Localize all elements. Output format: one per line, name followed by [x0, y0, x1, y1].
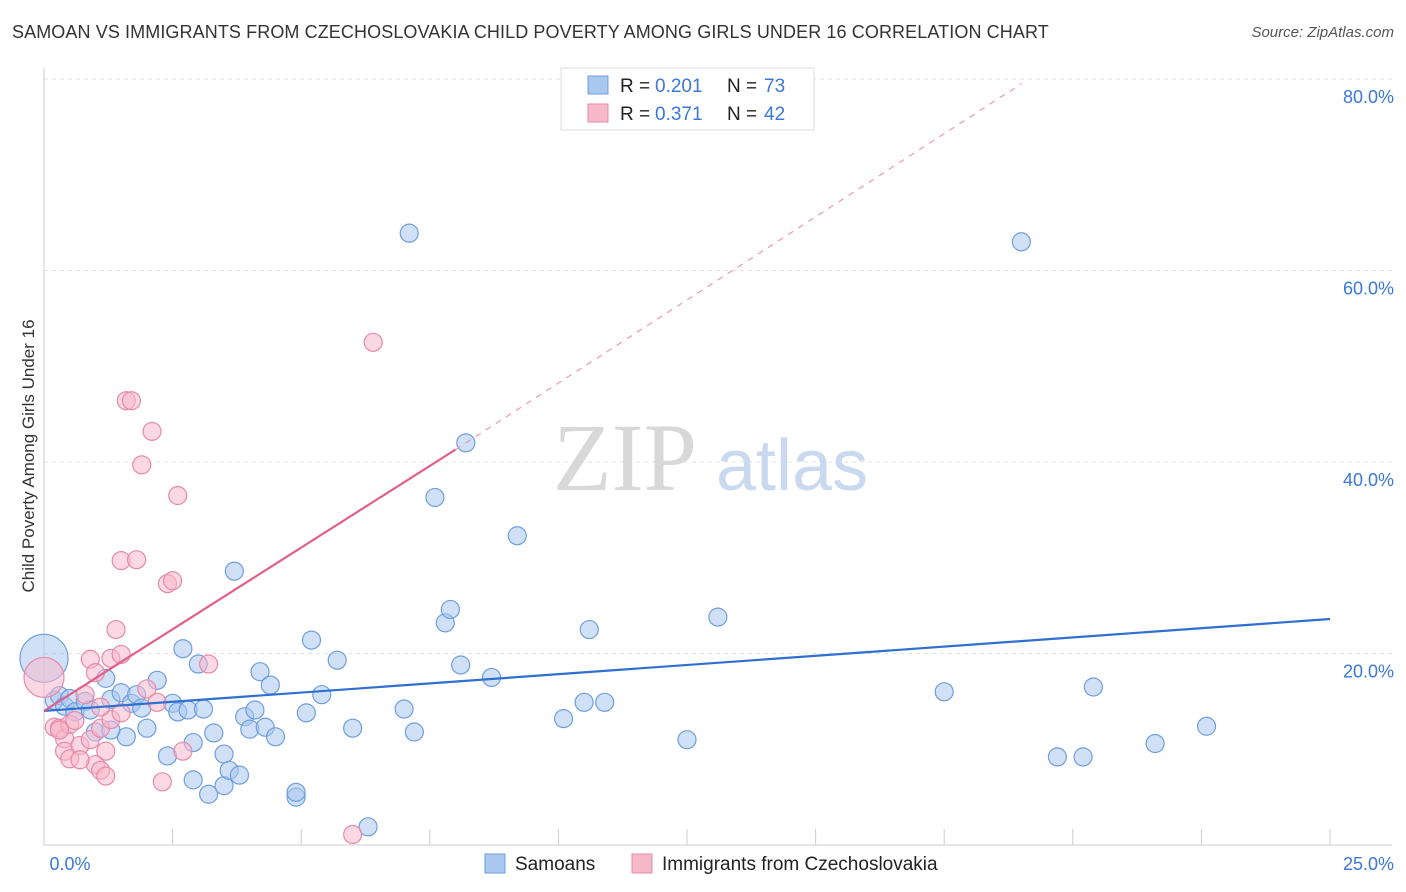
legend-r-value-1: 0.201: [655, 76, 703, 97]
legend-r-label-1: R =: [620, 76, 650, 97]
y-tick-label-40: 40.0%: [1343, 470, 1394, 490]
legend-swatch-samoans: [587, 75, 609, 95]
y-tick-label-60: 60.0%: [1343, 279, 1394, 299]
czechoslovakia-point: [96, 741, 116, 761]
czechoslovakia-point: [343, 824, 363, 845]
czechoslovakia-point: [163, 571, 183, 591]
samoan-point: [286, 782, 306, 802]
czechoslovakia-trend-extension: [455, 83, 1022, 451]
samoan-point: [1073, 747, 1093, 767]
samoan-point: [260, 675, 280, 695]
czechoslovakia-point: [142, 421, 162, 441]
bottom-legend-label-czechoslovakia: Immigrants from Czechoslovakia: [662, 854, 938, 875]
y-tick-label-20: 20.0%: [1343, 662, 1394, 682]
samoan-point: [173, 639, 193, 659]
legend-r-value-2: 0.371: [655, 104, 703, 125]
legend-swatch-czechoslovakia: [587, 103, 609, 123]
samoan-point: [404, 722, 424, 742]
chart-title: SAMOAN VS IMMIGRANTS FROM CZECHOSLOVAKIA…: [12, 22, 1049, 42]
y-axis-label: Child Poverty Among Girls Under 16: [19, 319, 38, 592]
samoan-point: [399, 223, 419, 243]
czechoslovakia-point: [111, 703, 131, 723]
samoan-point: [507, 526, 527, 546]
czechoslovakia-point: [23, 656, 65, 699]
y-tick-labels: 20.0% 40.0% 60.0% 80.0%: [1343, 87, 1394, 682]
samoan-point: [595, 692, 615, 712]
legend-n-label-2: N =: [727, 104, 757, 125]
samoan-point: [312, 685, 332, 705]
czechoslovakia-point: [65, 710, 85, 731]
samoan-point: [677, 730, 697, 750]
bottom-legend-swatch-czechoslovakia: [631, 853, 653, 874]
samoan-point: [358, 817, 378, 837]
samoan-point: [574, 692, 594, 712]
samoan-point: [199, 784, 219, 804]
samoan-trend-line: [43, 617, 1331, 713]
data-points: [19, 223, 1217, 845]
samoan-point: [708, 607, 728, 627]
legend-n-value-1: 73: [764, 76, 785, 97]
x-tick-label-min: 0.0%: [49, 854, 90, 874]
samoan-point: [553, 709, 574, 729]
samoan-point: [1011, 232, 1031, 252]
legend-n-value-2: 42: [764, 104, 785, 125]
bottom-legend-label-samoans: Samoans: [515, 854, 595, 875]
samoan-point: [204, 723, 224, 743]
czechoslovakia-point: [199, 654, 219, 674]
czechoslovakia-point: [152, 772, 172, 792]
czechoslovakia-point: [96, 766, 116, 786]
x-tick-marks: [43, 829, 1331, 845]
samoan-point: [229, 765, 250, 785]
legend-bottom: Samoans Immigrants from Czechoslovakia: [484, 853, 938, 875]
czechoslovakia-point: [168, 485, 188, 506]
czechoslovakia-point: [49, 720, 70, 740]
czechoslovakia-point: [173, 741, 193, 761]
czechoslovakia-trend-line: [43, 448, 457, 712]
samoan-point: [193, 699, 214, 719]
samoan-point: [451, 655, 471, 675]
samoan-point: [214, 744, 234, 764]
czechoslovakia-point: [106, 619, 126, 640]
samoan-point: [579, 619, 599, 640]
samoan-point: [224, 561, 244, 581]
czechoslovakia-point: [132, 455, 152, 475]
samoan-point: [1047, 747, 1067, 767]
samoan-point: [1145, 733, 1165, 754]
samoan-point: [425, 487, 445, 508]
samoan-point: [265, 727, 286, 747]
samoan-point: [394, 699, 414, 719]
samoan-point: [343, 718, 363, 738]
chart-source: Source: ZipAtlas.com: [1251, 24, 1394, 41]
y-tick-label-80: 80.0%: [1343, 87, 1394, 107]
watermark-atlas: atlas: [716, 426, 868, 506]
czechoslovakia-point: [137, 679, 157, 699]
axes: [43, 68, 1392, 846]
grid: [44, 78, 1392, 654]
samoan-point: [137, 718, 157, 738]
legend-n-label-1: N =: [727, 76, 757, 97]
samoan-point: [250, 662, 270, 682]
samoan-point: [245, 700, 265, 720]
samoan-point: [440, 599, 460, 620]
x-tick-label-max: 25.0%: [1343, 854, 1394, 874]
czechoslovakia-point: [363, 332, 383, 352]
samoan-point: [934, 682, 954, 702]
samoan-point: [296, 703, 316, 723]
samoan-point: [301, 630, 322, 650]
bottom-legend-swatch-samoans: [484, 853, 506, 874]
samoan-point: [183, 770, 203, 790]
czechoslovakia-point: [70, 750, 90, 770]
watermark-zip: ZIP: [553, 404, 697, 511]
samoan-point: [1083, 677, 1103, 697]
legend-top: R = 0.201 N = 73 R = 0.371 N = 42: [560, 67, 815, 131]
czechoslovakia-point: [121, 391, 142, 411]
legend-r-label-2: R =: [620, 104, 650, 125]
watermark: ZIP atlas: [553, 404, 868, 511]
samoan-point: [1196, 716, 1217, 736]
czechoslovakia-point: [126, 550, 147, 570]
samoan-point: [327, 650, 347, 670]
trend-lines: [43, 83, 1331, 713]
